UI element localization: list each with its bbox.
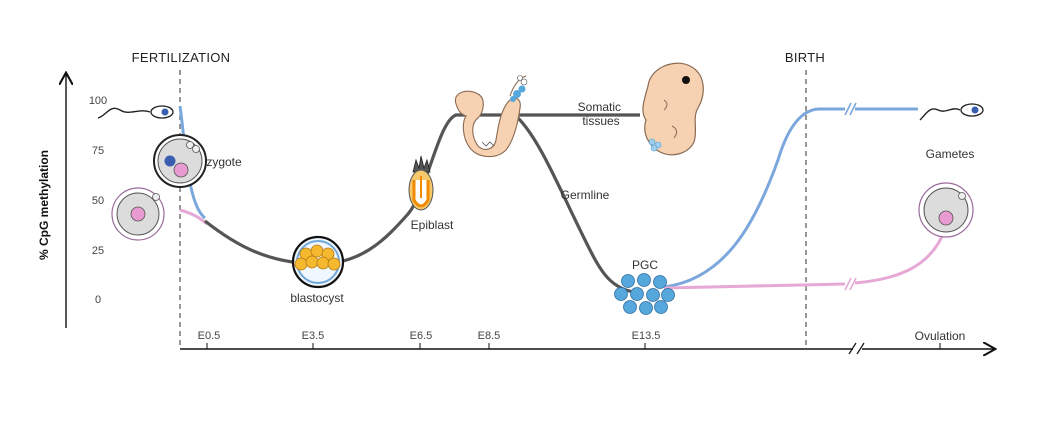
curve-break-mark xyxy=(849,277,857,291)
curve-break-mark xyxy=(844,102,852,116)
blastocyst-icon xyxy=(291,235,345,289)
zygote-label: zygote xyxy=(206,155,242,169)
curve-break-mark xyxy=(844,277,852,291)
pgc-cluster-icon xyxy=(614,273,675,315)
x-axis xyxy=(180,343,994,354)
y-tick-100: 100 xyxy=(89,95,107,107)
somatic-label: Somatic tissues xyxy=(578,100,625,128)
epiblast-icon xyxy=(408,155,434,211)
zygote-icon xyxy=(153,134,207,188)
maternal-curve-late xyxy=(663,282,846,290)
sperm-icon xyxy=(97,105,174,119)
y-tick-75: 75 xyxy=(92,145,104,157)
ovulation-label: Ovulation xyxy=(915,329,966,343)
y-tick-50: 50 xyxy=(92,195,104,207)
gametes-label: Gametes xyxy=(926,147,975,161)
x-tick-e3-5: E3.5 xyxy=(302,330,325,342)
x-tick-e13-5: E13.5 xyxy=(632,330,661,342)
fertilization-header: FERTILIZATION xyxy=(132,50,231,65)
x-tick-e6-5: E6.5 xyxy=(410,330,433,342)
embryo-e8-icon xyxy=(454,75,528,158)
x-tick-e8-5: E8.5 xyxy=(478,330,501,342)
y-tick-0: 0 xyxy=(95,294,101,306)
axis-break-mark xyxy=(848,342,857,355)
curve-break-mark xyxy=(849,102,857,116)
axis-break-mark xyxy=(856,342,865,355)
paternal-curve-late xyxy=(663,107,845,289)
y-tick-25: 25 xyxy=(92,245,104,257)
epiblast-label: Epiblast xyxy=(411,218,454,232)
pgc-label: PGC xyxy=(632,258,658,272)
y-axis-label: % CpG methylation xyxy=(37,150,51,260)
embryonic-curve xyxy=(204,113,522,266)
sperm-icon-adult xyxy=(919,103,984,121)
birth-header: BIRTH xyxy=(785,50,825,65)
germline-curve xyxy=(516,116,644,295)
germline-label: Germline xyxy=(561,188,610,202)
oocyte-icon xyxy=(111,187,165,241)
maternal-curve-adult xyxy=(854,231,946,285)
oocyte-icon-adult xyxy=(918,182,974,238)
x-tick-e0-5: E0.5 xyxy=(198,330,221,342)
blastocyst-label: blastocyst xyxy=(290,291,344,305)
embryo-e13-icon xyxy=(642,62,704,156)
